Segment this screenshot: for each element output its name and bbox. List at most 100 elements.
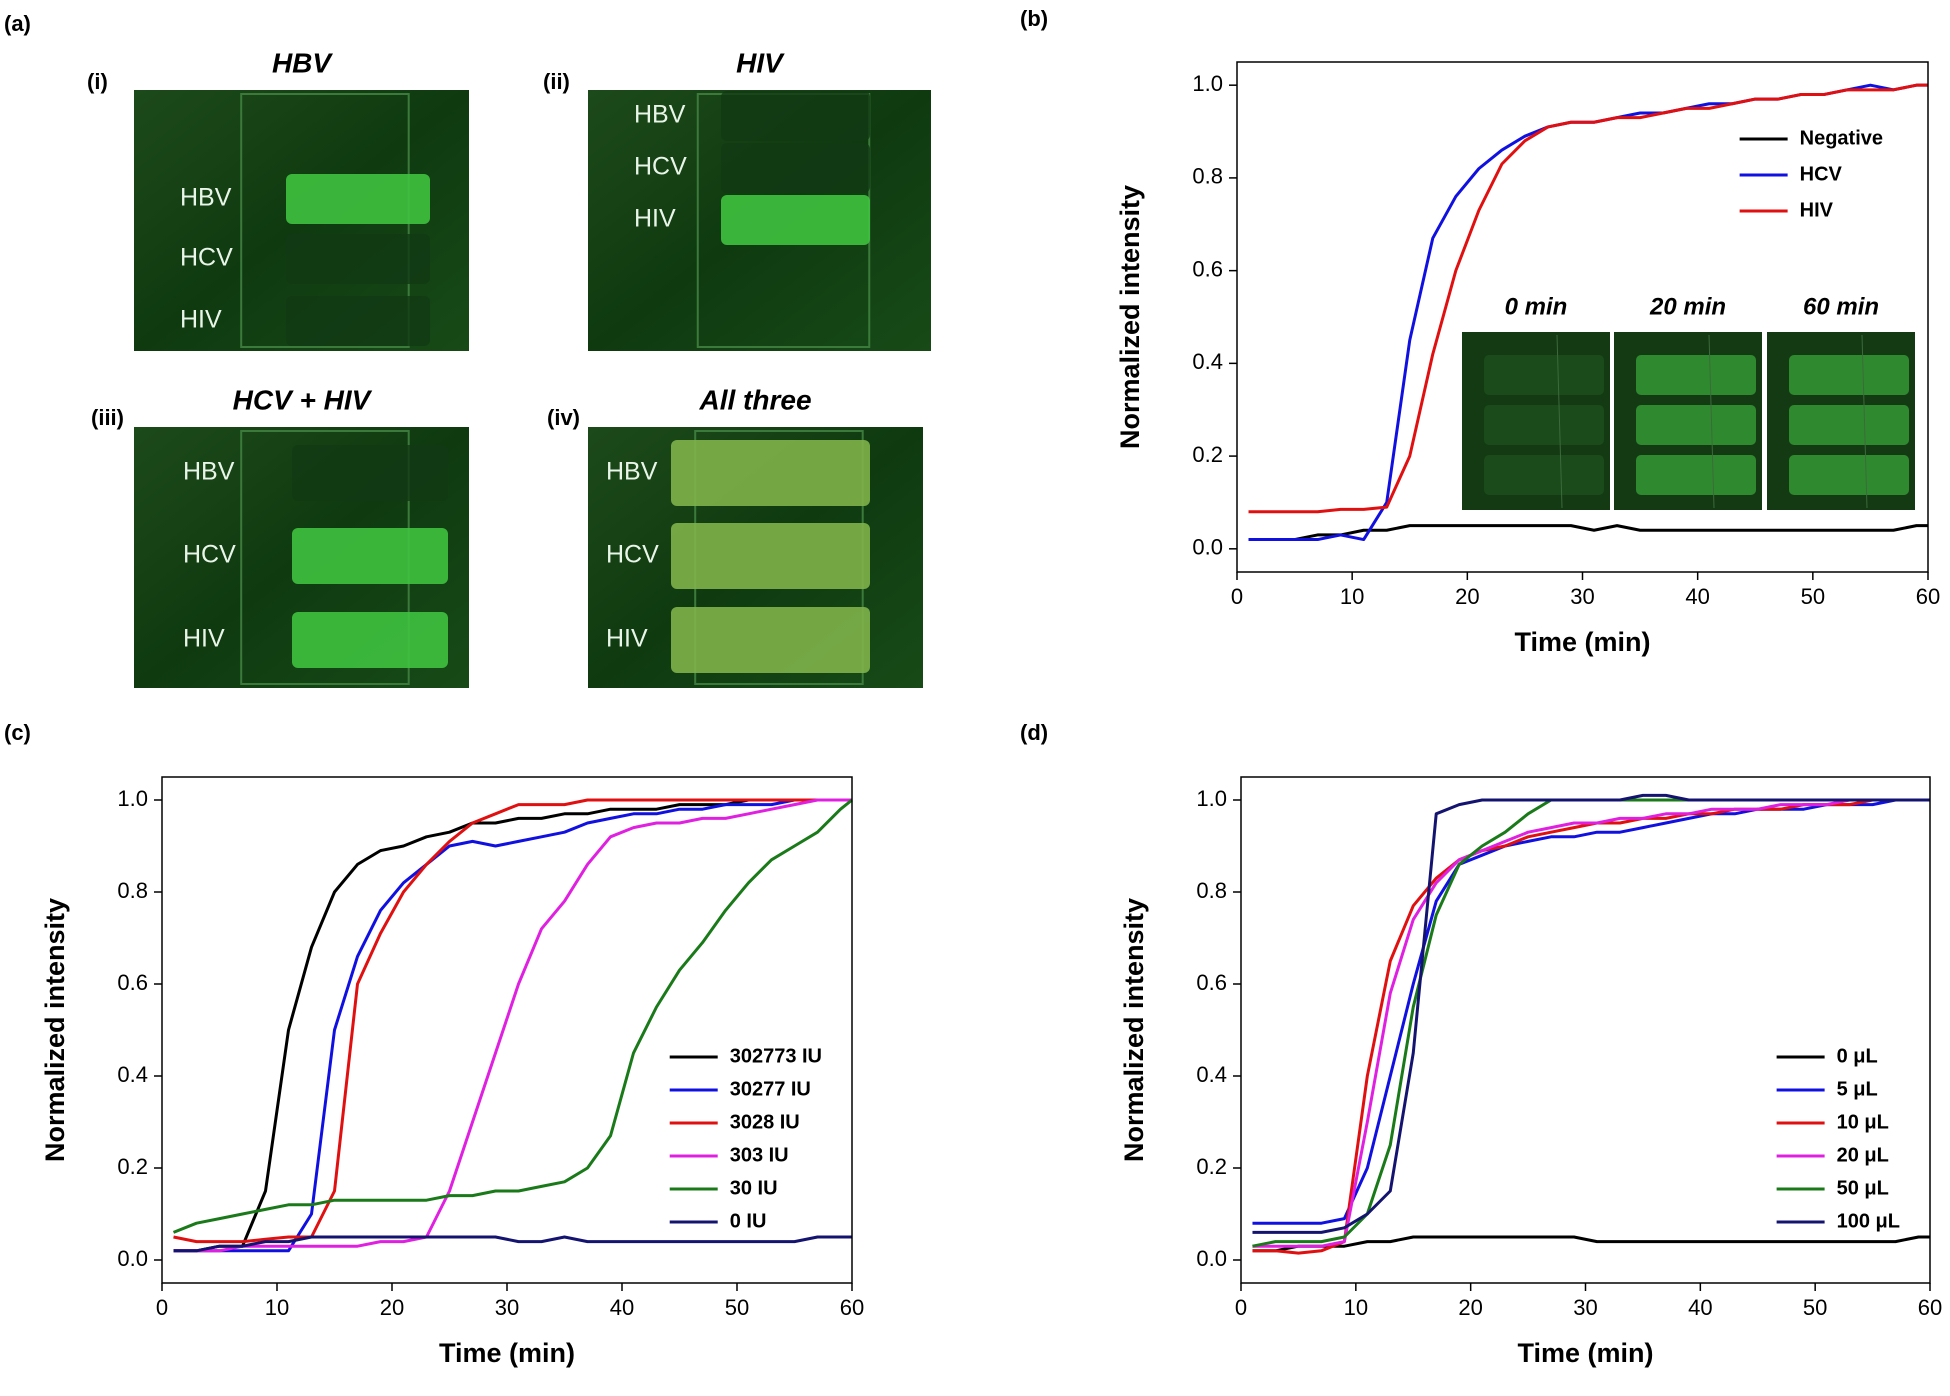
lane-label: HCV <box>606 541 659 569</box>
legend-label: HIV <box>1800 199 1834 221</box>
x-tick-label: 10 <box>1344 1295 1368 1320</box>
inset-channel <box>1484 405 1604 445</box>
image-label: (iii) <box>91 405 124 430</box>
image-title: HBV <box>272 47 333 78</box>
inset-channel <box>1789 405 1909 445</box>
image-label: (ii) <box>543 69 570 94</box>
inset-channel <box>1484 455 1604 495</box>
data-line <box>1248 524 1928 542</box>
data-line <box>1252 798 1930 1248</box>
x-tick-label: 20 <box>1455 584 1479 609</box>
lane-label: HIV <box>183 625 225 653</box>
image-title: All three <box>698 384 811 415</box>
legend-label: 30277 IU <box>730 1078 811 1100</box>
lane-label: HCV <box>634 153 687 181</box>
y-axis-title: Normalized intensity <box>1115 185 1145 449</box>
x-tick-label: 50 <box>1803 1295 1827 1320</box>
x-axis-title: Time (min) <box>439 1338 575 1368</box>
legend-label: HCV <box>1800 163 1843 185</box>
y-tick-label: 0.4 <box>117 1062 148 1087</box>
panel-label: (a) <box>4 11 31 36</box>
panel-label: (c) <box>4 720 31 745</box>
x-tick-label: 50 <box>1801 584 1825 609</box>
data-line <box>1252 793 1930 1234</box>
legend-label: Negative <box>1800 127 1883 149</box>
plot-frame <box>1240 776 1931 1284</box>
channel <box>671 607 870 673</box>
x-tick-label: 60 <box>1918 1295 1942 1320</box>
legend-label: 100 μL <box>1837 1210 1900 1232</box>
x-tick-label: 10 <box>265 1295 289 1320</box>
y-axis-title: Normalized intensity <box>1119 898 1149 1162</box>
x-tick-label: 50 <box>725 1295 749 1320</box>
legend-label: 303 IU <box>730 1144 789 1166</box>
y-tick-label: 0.6 <box>1192 256 1223 281</box>
lane-label: HBV <box>183 458 235 486</box>
channel <box>286 234 430 284</box>
inset-channel <box>1636 405 1756 445</box>
y-tick-label: 0.2 <box>1192 442 1223 467</box>
y-tick-label: 0.0 <box>117 1246 148 1271</box>
y-tick-label: 0.4 <box>1192 349 1223 374</box>
x-tick-label: 0 <box>1235 1295 1247 1320</box>
legend-label: 3028 IU <box>730 1111 800 1133</box>
y-tick-label: 0.2 <box>1196 1154 1227 1179</box>
x-tick-label: 0 <box>156 1295 168 1320</box>
lane-label: HCV <box>183 541 236 569</box>
lane-label: HIV <box>634 205 676 233</box>
y-tick-label: 1.0 <box>117 786 148 811</box>
x-tick-label: 60 <box>840 1295 864 1320</box>
image-label: (i) <box>87 69 108 94</box>
inset-channel <box>1484 355 1604 395</box>
y-tick-label: 0.4 <box>1196 1062 1227 1087</box>
panel-label: (d) <box>1020 720 1048 745</box>
panel-label: (b) <box>1020 6 1048 31</box>
channel <box>286 174 430 224</box>
inset-channel <box>1636 355 1756 395</box>
data-line <box>173 798 852 1244</box>
inset-label: 60 min <box>1803 293 1879 320</box>
legend-label: 30 IU <box>730 1177 778 1199</box>
image-label: (iv) <box>547 405 580 430</box>
y-tick-label: 0.2 <box>117 1154 148 1179</box>
data-line <box>1248 83 1928 514</box>
channel <box>292 612 448 668</box>
data-line <box>1252 798 1930 1225</box>
y-axis-title: Normalized intensity <box>40 898 70 1162</box>
legend-label: 5 μL <box>1837 1078 1878 1100</box>
lane-label: HCV <box>180 244 233 272</box>
channel <box>286 296 430 346</box>
legend-label: 302773 IU <box>730 1045 822 1067</box>
x-axis-title: Time (min) <box>1514 627 1650 657</box>
inset-divider <box>1861 334 1868 509</box>
lane-label: HBV <box>606 458 658 486</box>
inset-divider <box>1708 334 1715 509</box>
lane-label: HIV <box>606 625 648 653</box>
legend-label: 0 IU <box>730 1210 767 1232</box>
image-title: HCV + HIV <box>233 384 373 415</box>
channel <box>721 91 870 141</box>
x-tick-label: 10 <box>1340 584 1364 609</box>
inset-channel <box>1636 455 1756 495</box>
x-tick-label: 20 <box>1458 1295 1482 1320</box>
inset-label: 20 min <box>1649 293 1726 320</box>
legend-label: 0 μL <box>1837 1045 1878 1067</box>
data-line <box>172 798 853 1234</box>
channel <box>671 440 870 506</box>
x-tick-label: 0 <box>1231 584 1243 609</box>
inset-channel <box>1789 355 1909 395</box>
data-line <box>1252 1235 1930 1253</box>
x-tick-label: 30 <box>1573 1295 1597 1320</box>
legend-label: 50 μL <box>1837 1177 1889 1199</box>
y-tick-label: 0.8 <box>117 878 148 903</box>
x-tick-label: 40 <box>1685 584 1709 609</box>
x-tick-label: 60 <box>1916 584 1940 609</box>
x-tick-label: 30 <box>1570 584 1594 609</box>
channel <box>721 195 870 245</box>
data-line <box>173 798 852 1253</box>
inset-divider <box>1556 334 1563 509</box>
y-tick-label: 0.6 <box>117 970 148 995</box>
y-tick-label: 0.0 <box>1196 1246 1227 1271</box>
lane-label: HBV <box>634 101 686 129</box>
